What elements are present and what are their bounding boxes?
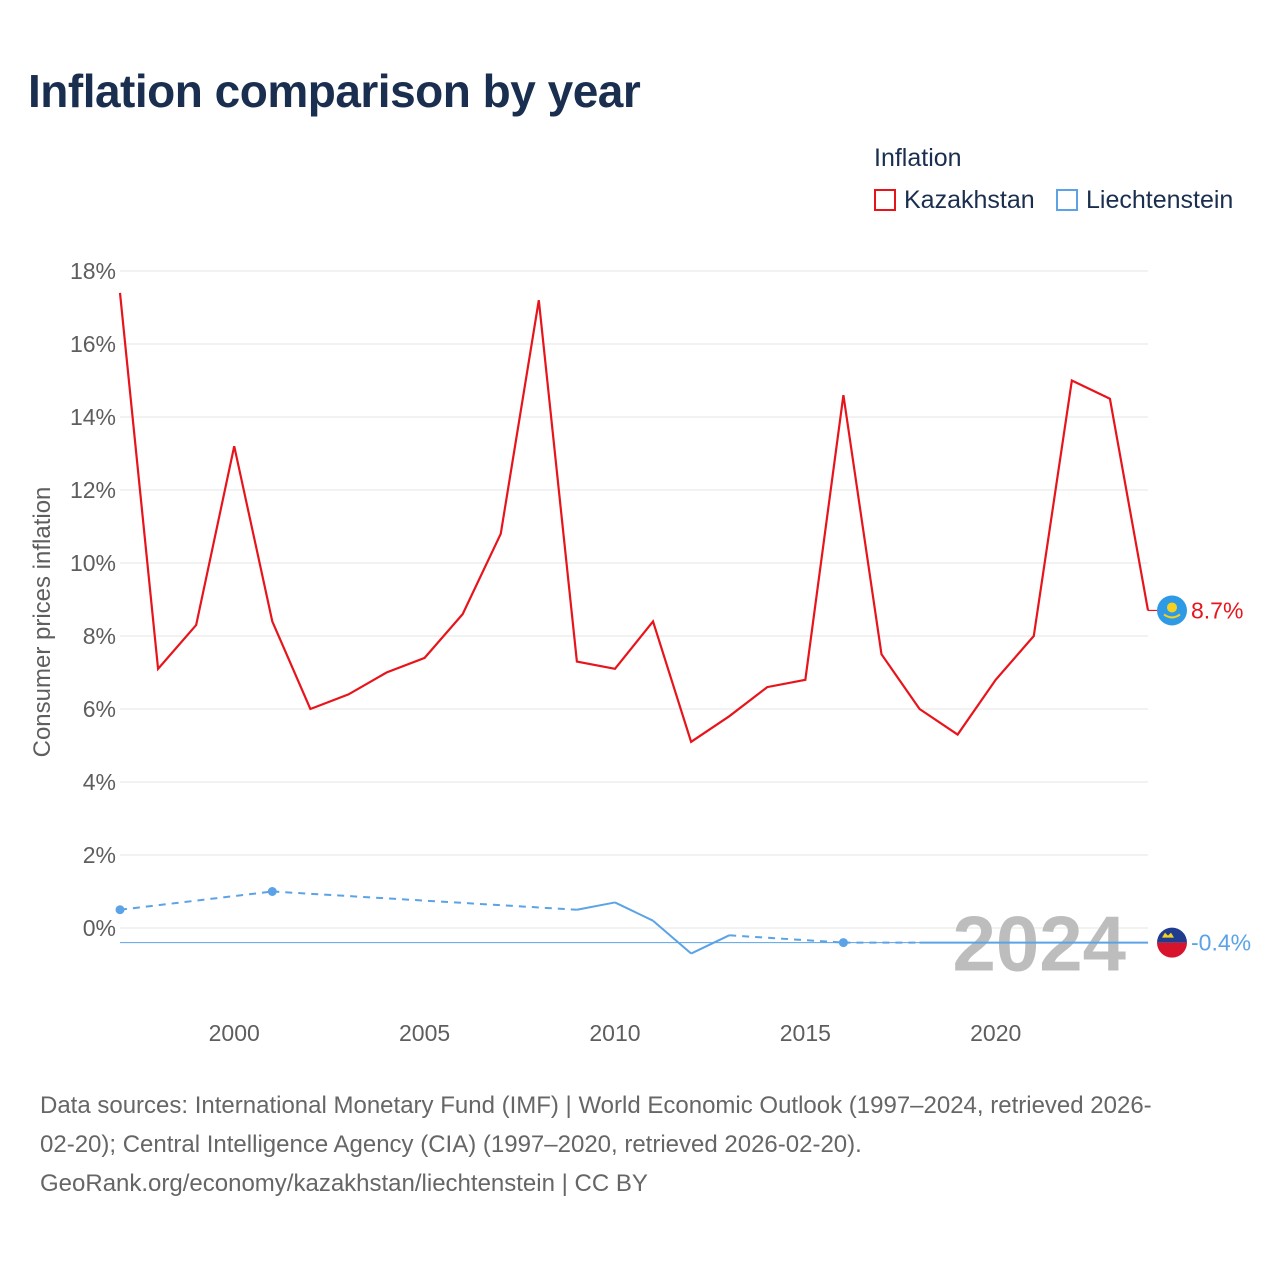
series-segment-liechtenstein (576, 901, 616, 911)
y-tick-label: 6% (83, 696, 116, 722)
x-tick-label: 2005 (399, 1020, 450, 1046)
liechtenstein-flag-icon (1157, 927, 1187, 958)
y-tick-label: 10% (70, 550, 116, 576)
flag-eagle (1163, 613, 1181, 619)
series-segment-liechtenstein (652, 919, 692, 955)
y-tick-label: 8% (83, 623, 116, 649)
y-tick-label: 0% (83, 915, 116, 941)
series-marker-liechtenstein (115, 905, 125, 915)
series-segment-liechtenstein (272, 890, 577, 911)
x-tick-label: 2020 (970, 1020, 1021, 1046)
series-segment-liechtenstein (119, 890, 273, 911)
y-tick-label: 14% (70, 404, 116, 430)
legend-item-kazakhstan[interactable]: Kazakhstan (874, 185, 1035, 215)
y-tick-label: 16% (70, 331, 116, 357)
x-tick-label: 2000 (209, 1020, 260, 1046)
end-label-liechtenstein: -0.4% (1191, 930, 1251, 956)
kazakhstan-flag-icon (1157, 595, 1187, 626)
legend-swatch-kazakhstan (874, 189, 896, 211)
x-tick-label: 2010 (589, 1020, 640, 1046)
legend-item-liechtenstein[interactable]: Liechtenstein (1056, 185, 1233, 215)
series-segment-liechtenstein (614, 901, 654, 922)
flag-bottom-red (1157, 942, 1187, 958)
legend-swatch-liechtenstein (1056, 189, 1078, 211)
flag-crown (1162, 932, 1174, 938)
flag-sun (1167, 602, 1177, 613)
y-tick-label: 12% (70, 477, 116, 503)
sources-line-3: GeoRank.org/economy/kazakhstan/liechtens… (40, 1170, 648, 1197)
legend-label-liechtenstein: Liechtenstein (1086, 185, 1234, 214)
series-marker-liechtenstein (267, 887, 277, 896)
end-label-kazakhstan: 8.7% (1191, 597, 1243, 623)
x-tick-label: 2015 (780, 1020, 831, 1046)
sources-line-1: Data sources: International Monetary Fun… (40, 1092, 1152, 1119)
y-tick-label: 4% (83, 769, 116, 795)
y-tick-label: 2% (83, 842, 116, 868)
y-axis-label: Consumer prices inflation (29, 487, 56, 758)
legend-label-kazakhstan: Kazakhstan (904, 185, 1035, 214)
series-segment-liechtenstein (729, 934, 844, 944)
line-chart: 0% 2% 4% 6% 8% 10% 12% 14% 16% 18% 2000 2005 2010 201… (29, 258, 1251, 1046)
series-line-kazakhstan (118, 292, 1150, 744)
data-sources: Data sources: International Monetary Fun… (40, 1086, 1250, 1203)
sources-line-2: 02-20); Central Intelligence Agency (CIA… (40, 1131, 862, 1158)
y-tick-label: 18% (70, 258, 116, 284)
legend-title: Inflation (874, 144, 962, 172)
series-segment-liechtenstein (690, 934, 730, 955)
chart-title: Inflation comparison by year (28, 65, 641, 117)
